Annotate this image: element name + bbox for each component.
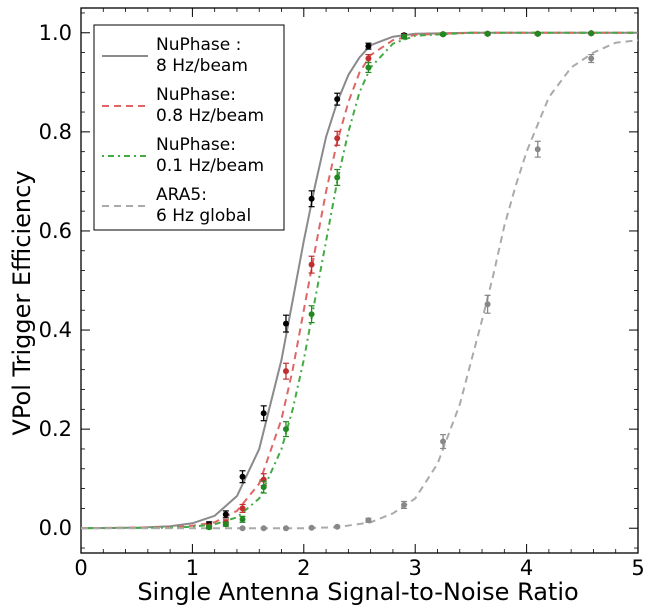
data-point-1 bbox=[365, 55, 372, 62]
data-point-3 bbox=[260, 525, 267, 532]
legend-label-1: NuPhase: bbox=[156, 85, 236, 105]
data-point-0 bbox=[282, 320, 289, 327]
x-axis-label: Single Antenna Signal-to-Noise Ratio bbox=[137, 578, 578, 606]
data-point-2 bbox=[222, 521, 229, 528]
data-point-0 bbox=[334, 96, 341, 103]
x-tick-label: 1 bbox=[186, 556, 199, 580]
data-point-2 bbox=[440, 31, 447, 38]
y-tick-label: 0.0 bbox=[39, 516, 72, 540]
plot-frame bbox=[80, 7, 639, 554]
data-point-2 bbox=[260, 484, 267, 491]
legend-label-3: ARA5: bbox=[156, 185, 207, 205]
data-point-3 bbox=[484, 301, 491, 308]
data-point-3 bbox=[401, 501, 408, 508]
legend-label-0: 8 Hz/beam bbox=[156, 56, 248, 76]
y-axis-label: VPol Trigger Efficiency bbox=[8, 170, 36, 435]
data-point-1 bbox=[308, 261, 315, 268]
data-point-0 bbox=[239, 473, 246, 480]
data-point-3 bbox=[282, 525, 289, 532]
data-point-2 bbox=[308, 311, 315, 318]
data-point-3 bbox=[308, 524, 315, 531]
data-point-2 bbox=[282, 426, 289, 433]
legend-label-3: 6 Hz global bbox=[156, 206, 251, 226]
data-point-3 bbox=[534, 146, 541, 153]
data-point-3 bbox=[365, 517, 372, 524]
data-point-2 bbox=[534, 30, 541, 37]
series-line-1 bbox=[80, 31, 638, 530]
data-point-0 bbox=[308, 195, 315, 202]
data-point-1 bbox=[239, 505, 246, 512]
y-tick-label: 0.2 bbox=[39, 417, 72, 441]
y-tick-label: 0.6 bbox=[39, 219, 72, 243]
data-point-0 bbox=[260, 410, 267, 417]
data-point-0 bbox=[365, 43, 372, 50]
data-point-0 bbox=[222, 511, 229, 518]
data-point-3 bbox=[440, 438, 447, 445]
legend-label-1: 0.8 Hz/beam bbox=[156, 106, 264, 126]
data-point-3 bbox=[239, 525, 246, 532]
data-point-1 bbox=[282, 368, 289, 375]
y-tick-label: 0.4 bbox=[39, 318, 72, 342]
data-point-2 bbox=[334, 174, 341, 181]
data-point-3 bbox=[588, 55, 595, 62]
data-point-2 bbox=[206, 524, 213, 531]
data-point-2 bbox=[239, 516, 246, 523]
legend-box bbox=[93, 24, 285, 231]
x-tick-label: 2 bbox=[297, 556, 310, 580]
legend-label-0: NuPhase : bbox=[156, 35, 241, 55]
data-point-2 bbox=[484, 30, 491, 37]
data-point-2 bbox=[588, 30, 595, 37]
y-tick-label: 1.0 bbox=[39, 21, 72, 45]
x-tick-label: 4 bbox=[520, 556, 533, 580]
data-point-1 bbox=[334, 135, 341, 142]
legend-label-2: NuPhase: bbox=[156, 135, 236, 155]
legend-label-2: 0.1 Hz/beam bbox=[156, 156, 264, 176]
x-tick-label: 3 bbox=[409, 556, 422, 580]
plot-area: 0 1 2 3 4 5 0.0 0.2 0.4 0.6 0.8 1.0 NuPhase :8 Hz/be… bbox=[39, 7, 645, 580]
series-line-2 bbox=[80, 31, 638, 530]
x-tick-label: 5 bbox=[631, 556, 644, 580]
data-point-2 bbox=[401, 33, 408, 40]
data-point-2 bbox=[365, 64, 372, 71]
data-point-3 bbox=[334, 523, 341, 530]
series-line-0 bbox=[80, 31, 638, 530]
y-tick-label: 0.8 bbox=[39, 120, 72, 144]
x-tick-label: 0 bbox=[74, 556, 87, 580]
